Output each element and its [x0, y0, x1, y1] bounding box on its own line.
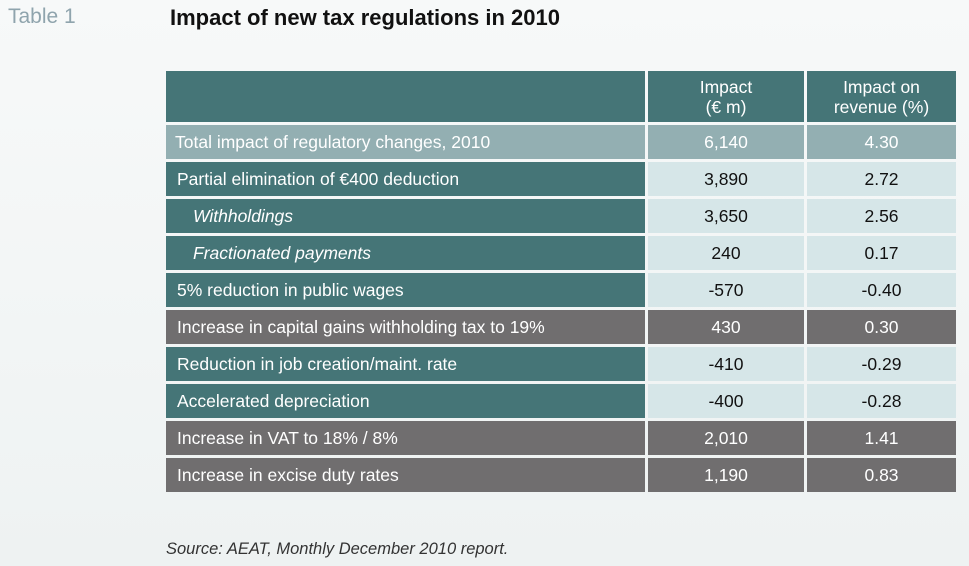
row-revenue-value: -0.28 — [807, 384, 956, 418]
row-impact-value: 3,650 — [648, 199, 804, 233]
source-note: Source: AEAT, Monthly December 2010 repo… — [166, 540, 509, 558]
row-label: Fractionated payments — [166, 236, 645, 270]
table-row: Partial elimination of €400 deduction 3,… — [166, 162, 956, 196]
row-impact-value: 6,140 — [648, 125, 804, 159]
table-row-sub: Withholdings 3,650 2.56 — [166, 199, 956, 233]
row-impact-value: -410 — [648, 347, 804, 381]
header-label-cell — [166, 71, 645, 122]
row-impact-value: 2,010 — [648, 421, 804, 455]
header-impact: Impact (€ m) — [648, 71, 804, 122]
row-impact-value: 430 — [648, 310, 804, 344]
table-row: Increase in capital gains withholding ta… — [166, 310, 956, 344]
row-label: Accelerated depreciation — [166, 384, 645, 418]
header-revenue-line2: revenue (%) — [833, 96, 930, 117]
table-row: Increase in excise duty rates 1,190 0.83 — [166, 458, 956, 492]
table-row-total: Total impact of regulatory changes, 2010… — [166, 125, 956, 159]
row-impact-value: -570 — [648, 273, 804, 307]
header-impact-line2: (€ m) — [705, 96, 747, 117]
row-revenue-value: 1.41 — [807, 421, 956, 455]
table-row: Reduction in job creation/maint. rate -4… — [166, 347, 956, 381]
table-title: Impact of new tax regulations in 2010 — [170, 5, 560, 30]
header-impact-line1: Impact — [699, 76, 753, 97]
row-revenue-value: 0.30 — [807, 310, 956, 344]
row-label: Increase in VAT to 18% / 8% — [166, 421, 645, 455]
row-impact-value: 1,190 — [648, 458, 804, 492]
row-revenue-value: -0.29 — [807, 347, 956, 381]
row-revenue-value: 0.83 — [807, 458, 956, 492]
table-row: 5% reduction in public wages -570 -0.40 — [166, 273, 956, 307]
row-label: Increase in excise duty rates — [166, 458, 645, 492]
row-revenue-value: 0.17 — [807, 236, 956, 270]
row-label: Increase in capital gains withholding ta… — [166, 310, 645, 344]
row-revenue-value: 2.72 — [807, 162, 956, 196]
row-revenue-value: 2.56 — [807, 199, 956, 233]
table-row: Increase in VAT to 18% / 8% 2,010 1.41 — [166, 421, 956, 455]
tax-impact-table: Impact (€ m) Impact on revenue (%) Total… — [166, 71, 956, 495]
row-revenue-value: 4.30 — [807, 125, 956, 159]
row-impact-value: 3,890 — [648, 162, 804, 196]
row-label: Reduction in job creation/maint. rate — [166, 347, 645, 381]
table-row: Accelerated depreciation -400 -0.28 — [166, 384, 956, 418]
row-impact-value: 240 — [648, 236, 804, 270]
row-label: 5% reduction in public wages — [166, 273, 645, 307]
header-revenue: Impact on revenue (%) — [807, 71, 956, 122]
table-row-sub: Fractionated payments 240 0.17 — [166, 236, 956, 270]
row-label: Total impact of regulatory changes, 2010 — [166, 125, 645, 159]
header-revenue-line1: Impact on — [843, 76, 920, 97]
row-label: Withholdings — [166, 199, 645, 233]
table-header-row: Impact (€ m) Impact on revenue (%) — [166, 71, 956, 122]
row-revenue-value: -0.40 — [807, 273, 956, 307]
table-number: Table 1 — [8, 5, 76, 28]
row-impact-value: -400 — [648, 384, 804, 418]
row-label: Partial elimination of €400 deduction — [166, 162, 645, 196]
